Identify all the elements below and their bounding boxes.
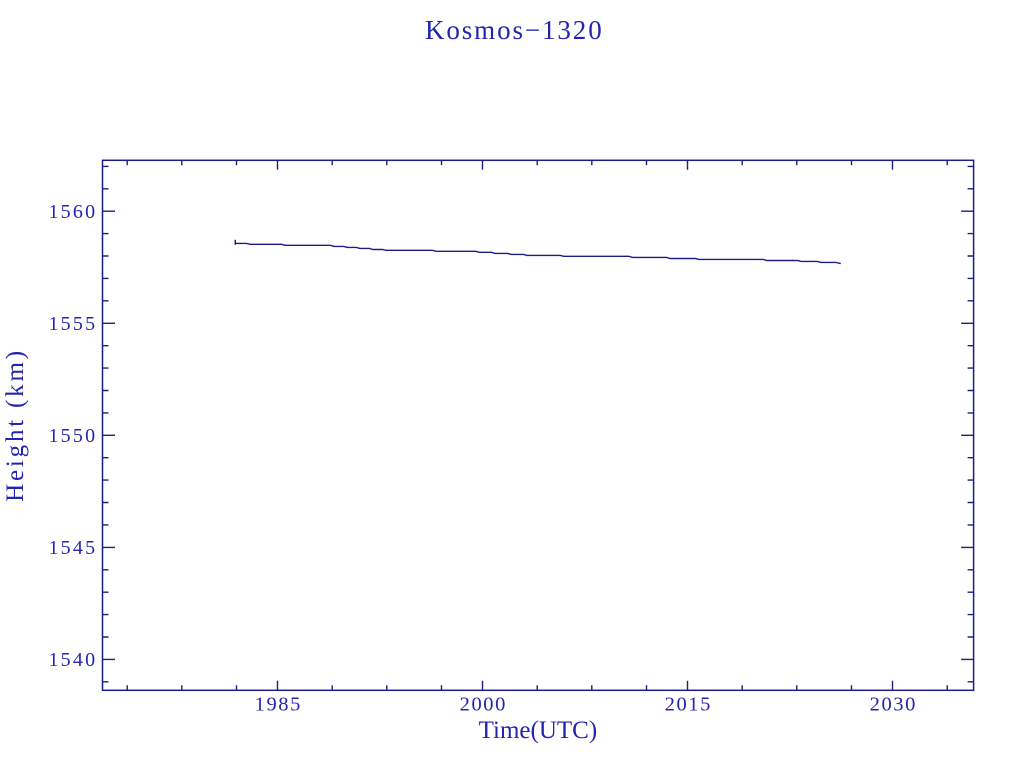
svg-text:2030: 2030 [870,694,917,716]
svg-text:Time(UTC): Time(UTC) [479,717,598,744]
svg-text:1985: 1985 [255,694,302,716]
svg-text:1545: 1545 [48,537,97,559]
svg-text:Kosmos−1320: Kosmos−1320 [425,15,604,45]
svg-text:2000: 2000 [460,694,507,716]
svg-text:2015: 2015 [665,694,712,716]
svg-text:1560: 1560 [48,201,97,223]
svg-text:1550: 1550 [48,425,97,447]
svg-text:1540: 1540 [48,649,97,671]
svg-text:1555: 1555 [48,313,97,335]
svg-text:Height (km): Height (km) [2,348,29,502]
